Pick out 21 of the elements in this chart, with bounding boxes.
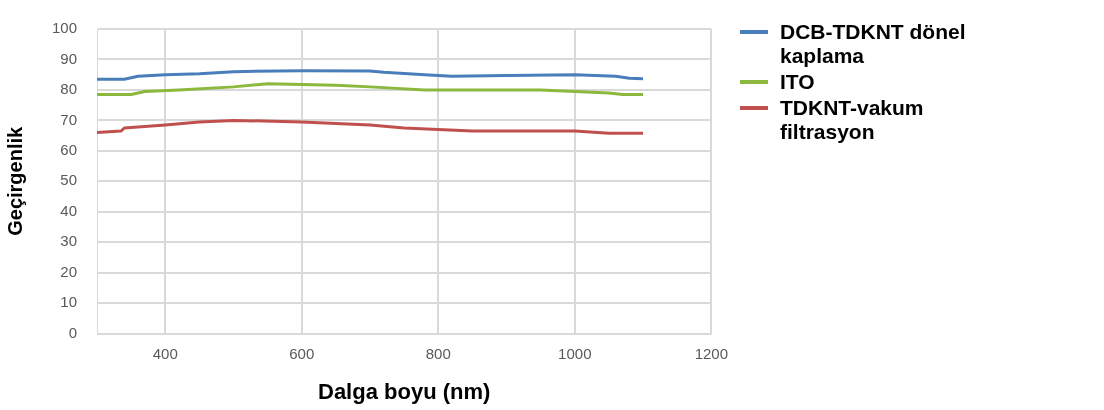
- x-tick-label: 400: [152, 344, 178, 362]
- y-tick-label: 70: [60, 110, 78, 128]
- y-tick-label: 60: [60, 140, 78, 158]
- y-tick-label: 50: [60, 171, 78, 189]
- y-axis-title: Geçirgenlik: [3, 125, 26, 236]
- y-tick-label: 30: [60, 232, 78, 250]
- y-tick-label: 80: [60, 80, 78, 98]
- x-tick-label: 600: [289, 344, 315, 362]
- legend-label: ITO: [780, 70, 815, 94]
- y-tick-label: 40: [60, 201, 78, 219]
- y-tick-label: 0: [68, 323, 78, 341]
- legend-label: TDKNT-vakum filtrasyon: [780, 96, 925, 144]
- y-tick-label: 10: [60, 293, 78, 311]
- x-tick-label: 1200: [694, 344, 728, 362]
- x-tick-label: 800: [425, 344, 451, 362]
- y-tick-label: 100: [52, 19, 78, 37]
- legend-label: DCB-TDKNT dönel kaplama: [780, 20, 967, 68]
- x-axis-title: Dalga boyu (nm): [318, 378, 491, 404]
- y-tick-label: 90: [60, 49, 78, 67]
- x-tick-label: 1000: [558, 344, 592, 362]
- y-tick-label: 20: [60, 262, 78, 280]
